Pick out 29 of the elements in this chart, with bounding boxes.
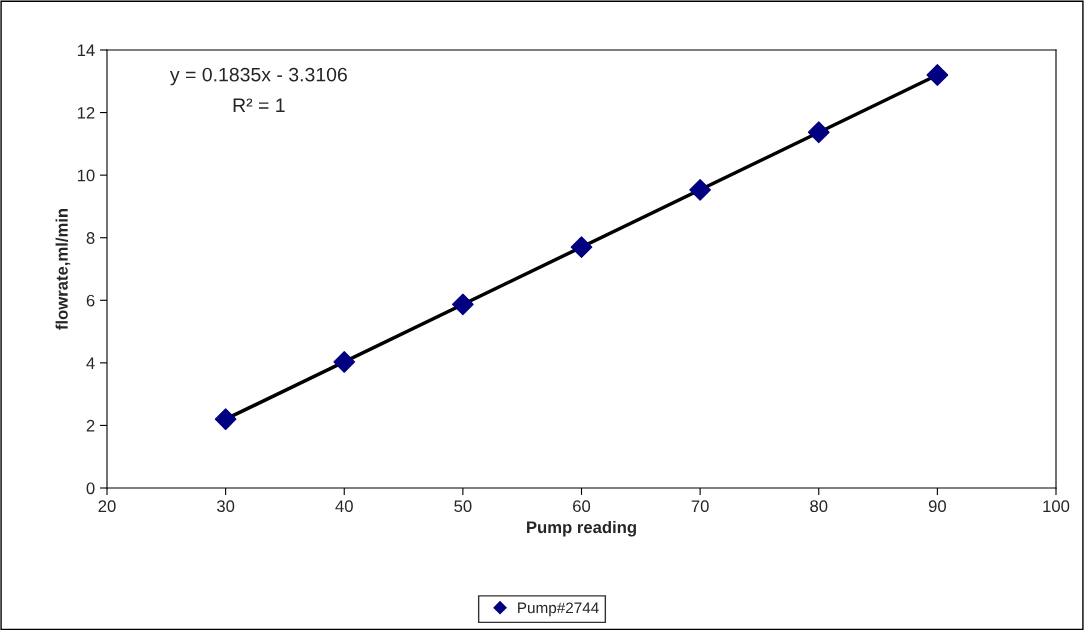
y-tick-label: 10 [77, 169, 95, 182]
y-tick-label: 2 [86, 419, 95, 432]
y-axis-title: flowrate,ml/min [55, 208, 71, 330]
point [689, 178, 712, 201]
point [214, 408, 237, 431]
point [926, 64, 949, 86]
y-tick-label: 6 [86, 294, 95, 307]
y-tick-label: 0 [86, 482, 95, 495]
y-tick-label: 12 [77, 106, 95, 119]
x-tick-label: 80 [810, 500, 828, 513]
y-tick-label: 4 [86, 357, 95, 369]
x-tick-label: 60 [573, 500, 591, 513]
legend-label: Pump#2744 [518, 602, 599, 617]
point [807, 121, 830, 144]
point [451, 293, 474, 316]
x-tick-label: 70 [691, 500, 709, 513]
x-tick-label: 50 [454, 500, 472, 513]
point [570, 236, 593, 258]
x-tick-label: 40 [335, 500, 353, 513]
y-tick-label: 14 [77, 44, 95, 57]
x-axis-title: Pump reading [527, 520, 636, 537]
x-tick-label: 20 [98, 500, 116, 513]
y-tick-label: 8 [86, 232, 95, 244]
annotation: R² = 1 [233, 98, 285, 112]
x-tick-label: 90 [928, 500, 946, 513]
x-tick-label: 30 [216, 500, 235, 513]
point [333, 351, 356, 373]
annotation: y = 0.1835x - 3.3106 [169, 67, 347, 86]
x-tick-label: 100 [1043, 500, 1070, 513]
